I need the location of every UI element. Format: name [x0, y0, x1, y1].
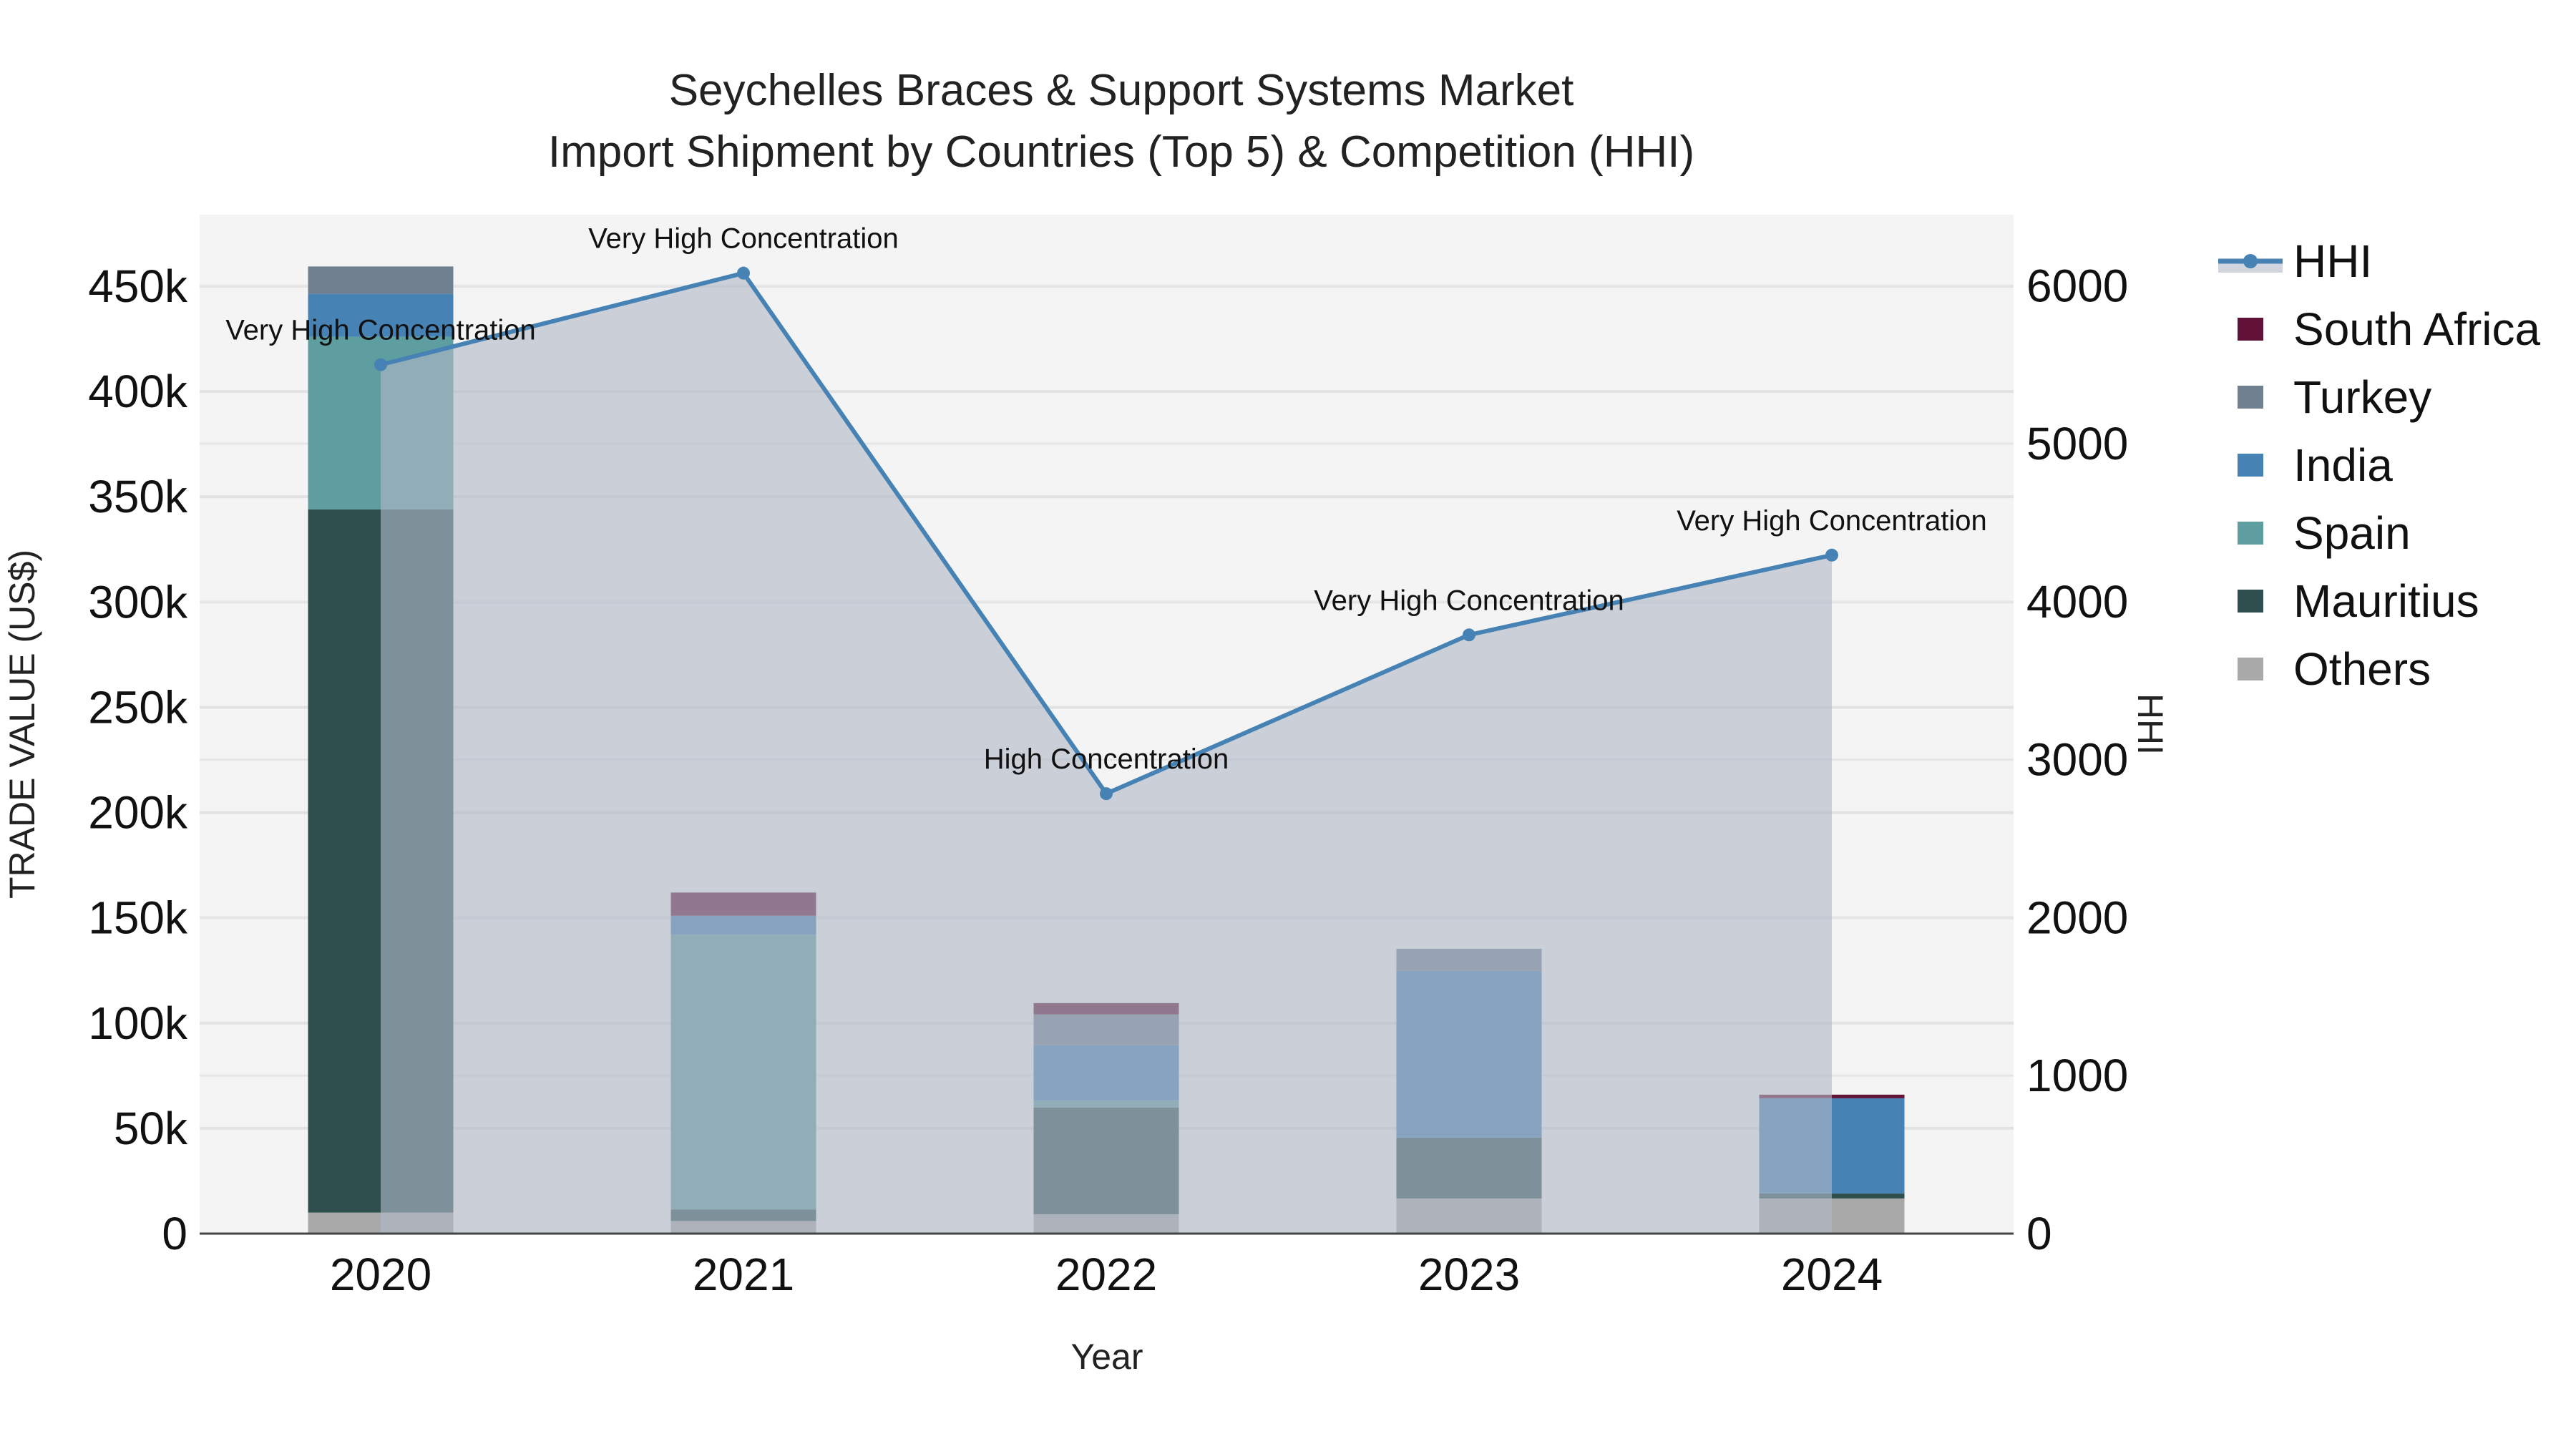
hhi-annotation: High Concentration	[984, 743, 1229, 775]
hhi-annotation: Very High Concentration	[1677, 505, 1987, 537]
legend-swatch-mauritius	[2238, 590, 2263, 613]
y2-tick-label: 3000	[2026, 734, 2128, 786]
y-tick-label: 450k	[88, 260, 188, 312]
legend-swatch-south-africa	[2238, 318, 2263, 341]
y2-axis-title: HHI	[2130, 693, 2170, 755]
legend-hhi-marker	[2243, 254, 2258, 268]
hhi-annotation: Very High Concentration	[588, 223, 899, 255]
y-tick-label: 0	[162, 1208, 187, 1259]
y2-tick-label: 2000	[2026, 892, 2128, 943]
legend-swatch-others	[2238, 658, 2263, 680]
x-tick-label: 2024	[1781, 1249, 1883, 1300]
y2-tick-label: 6000	[2026, 260, 2128, 311]
legend-label-spain: Spain	[2293, 507, 2411, 559]
bar-segment-india	[308, 293, 454, 337]
y2-tick-label: 4000	[2026, 576, 2128, 628]
hhi-area-fill	[381, 273, 1832, 1234]
x-tick-label: 2022	[1055, 1249, 1157, 1300]
hhi-line	[374, 266, 1838, 801]
hhi-marker	[1463, 628, 1475, 642]
y-tick-label: 350k	[88, 471, 188, 522]
x-axis-title: Year	[1070, 1337, 1143, 1377]
legend-label-hhi: HHI	[2293, 235, 2372, 287]
legend-label-india: India	[2293, 439, 2393, 491]
chart-subtitle: Import Shipment by Countries (Top 5) & C…	[548, 127, 1694, 177]
y2-tick-label: 5000	[2026, 418, 2128, 469]
bar-segment-turkey	[308, 266, 454, 294]
hhi-annotations: Very High Concentration Very High Concent…	[225, 223, 1987, 775]
hhi-annotation: Very High Concentration	[1314, 585, 1624, 616]
legend-swatch-india	[2238, 454, 2263, 477]
legend-swatch-turkey	[2238, 386, 2263, 409]
legend-label-others: Others	[2293, 643, 2431, 695]
legend-swatch-spain	[2238, 522, 2263, 545]
y-tick-label: 300k	[88, 576, 188, 628]
legend-label-turkey: Turkey	[2293, 371, 2431, 423]
y-tick-label: 100k	[88, 997, 188, 1049]
y-tick-label: 50k	[114, 1103, 188, 1154]
chart-title: Seychelles Braces & Support Systems Mark…	[669, 66, 1574, 115]
y-tick-label: 250k	[88, 681, 188, 733]
y-tick-label: 400k	[88, 366, 188, 417]
y-tick-label: 150k	[88, 892, 188, 944]
y2-tick-label: 1000	[2026, 1050, 2128, 1101]
hhi-marker	[1825, 548, 1838, 562]
y-axis-ticks: 0 50k 100k 150k 200k 250k 300k 350k 400k 450k	[88, 260, 188, 1259]
hhi-area	[381, 273, 1832, 1234]
hhi-marker	[737, 266, 750, 280]
hhi-marker	[374, 358, 387, 371]
x-tick-label: 2020	[330, 1249, 431, 1300]
hhi-marker	[1100, 787, 1113, 801]
y2-axis-ticks: 0 1000 2000 3000 4000 5000 6000	[2026, 260, 2128, 1259]
x-tick-label: 2023	[1418, 1249, 1520, 1300]
hhi-annotation: Very High Concentration	[225, 315, 536, 346]
y-axis-title: TRADE VALUE (US$)	[2, 550, 42, 899]
x-tick-label: 2021	[693, 1249, 794, 1300]
legend-label-mauritius: Mauritius	[2293, 575, 2479, 627]
y2-tick-label: 0	[2026, 1208, 2052, 1259]
x-axis-ticks: 2020 2021 2022 2023 2024	[330, 1249, 1883, 1300]
y-tick-label: 200k	[88, 787, 188, 839]
legend: HHI South Africa Turkey India Spain Mauritius…	[2218, 235, 2541, 695]
legend-label-south-africa: South Africa	[2293, 303, 2541, 355]
